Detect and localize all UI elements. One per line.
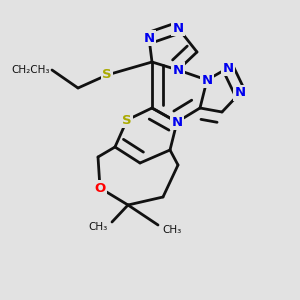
Text: S: S [102,68,112,82]
Text: N: N [222,61,234,74]
Text: N: N [201,74,213,86]
Text: CH₃: CH₃ [162,225,181,235]
Text: N: N [172,22,184,34]
Text: N: N [171,116,183,128]
Text: N: N [234,86,246,100]
Text: O: O [94,182,106,194]
Text: S: S [122,113,132,127]
Text: N: N [172,64,184,76]
Text: CH₃: CH₃ [89,222,108,232]
Text: CH₂CH₃: CH₂CH₃ [11,65,50,75]
Text: N: N [143,32,155,44]
